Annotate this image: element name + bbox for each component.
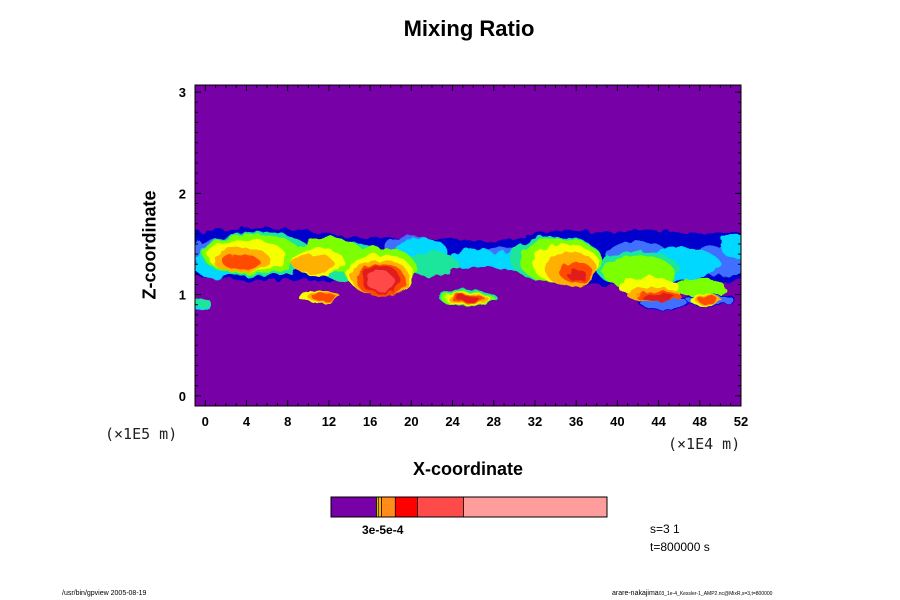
colorbar: [330, 496, 608, 518]
colorbar-segment-4: [395, 497, 418, 517]
x-tick-label-8: 32: [528, 414, 542, 429]
colorbar-segment-0: [331, 497, 377, 517]
contour-region-l6-1: [292, 254, 335, 275]
heatmap-layer: [195, 227, 741, 310]
contour-region-l4-5: [674, 278, 726, 297]
step-annotation: s=3 1: [650, 522, 680, 536]
colorbar-segment-2: [378, 497, 382, 517]
y-axis-unit: (×1E5 m): [105, 425, 178, 443]
plot-frame: [194, 84, 742, 407]
x-tick-label-11: 44: [651, 414, 666, 429]
y-tick-label-1: 1: [179, 288, 186, 303]
footer-right-author: arare-nakajima: [612, 590, 659, 597]
x-axis-unit: (×1E4 m): [668, 435, 741, 453]
colorbar-label: 3e-5e-4: [362, 523, 404, 537]
x-tick-label-10: 40: [610, 414, 624, 429]
contour-region-l8-2: [642, 293, 676, 302]
x-tick-label-7: 28: [487, 414, 501, 429]
y-axis: 0 1 2 3: [179, 85, 741, 404]
contour-region-l7-6: [697, 296, 719, 303]
contour-region-l3-6: [195, 297, 211, 308]
x-tick-label-12: 48: [693, 414, 707, 429]
y-axis-label: Z-coordinate: [139, 190, 160, 300]
x-tick-label-0: 0: [202, 414, 209, 429]
colorbar-segment-5: [417, 497, 464, 517]
x-tick-label-13: 52: [734, 414, 748, 429]
footer-right: arare-nakajima03_1e-4_Kessler-1_AMP2.nc@…: [612, 590, 772, 597]
x-tick-label-2: 8: [284, 414, 291, 429]
contour-region-l8-1: [566, 268, 586, 281]
contour-region-l8-3: [456, 295, 480, 302]
contour-region-l7-0: [222, 254, 260, 271]
x-tick-label-1: 4: [243, 414, 251, 429]
contour-region-l7-4: [311, 292, 337, 301]
footer-right-file: 03_1e-4_Kessler-1_AMP2.nc@MixR,s=3,t=800…: [658, 591, 773, 597]
contour-region-l9-0: [367, 271, 394, 292]
x-tick-label-9: 36: [569, 414, 583, 429]
contour-region-l2-5: [720, 233, 741, 259]
contour-region-l2-2: [450, 248, 496, 269]
colorbar-frame: [330, 496, 608, 518]
time-annotation: t=800000 s: [650, 540, 710, 554]
colorbar-segment-6: [463, 497, 607, 517]
x-tick-label-5: 20: [404, 414, 418, 429]
colorbar-segment-1: [376, 497, 379, 517]
chart-title: Mixing Ratio: [403, 16, 535, 41]
colorbar-segment-3: [381, 497, 396, 517]
y-tick-label-2: 2: [179, 186, 186, 201]
x-axis-label: X-coordinate: [412, 459, 523, 479]
x-tick-label-3: 12: [322, 414, 336, 429]
y-tick-label-0: 0: [179, 389, 186, 404]
x-axis: 0 4 8 12 16 20 24 28 32 36 40 44 48 52: [194, 85, 748, 429]
y-tick-label-3: 3: [179, 85, 186, 100]
footer-left: /usr/bin/gpview 2005-08-19: [62, 590, 147, 597]
x-tick-label-6: 24: [445, 414, 460, 429]
x-tick-label-4: 16: [363, 414, 377, 429]
contour-region-l3-2: [406, 252, 458, 277]
